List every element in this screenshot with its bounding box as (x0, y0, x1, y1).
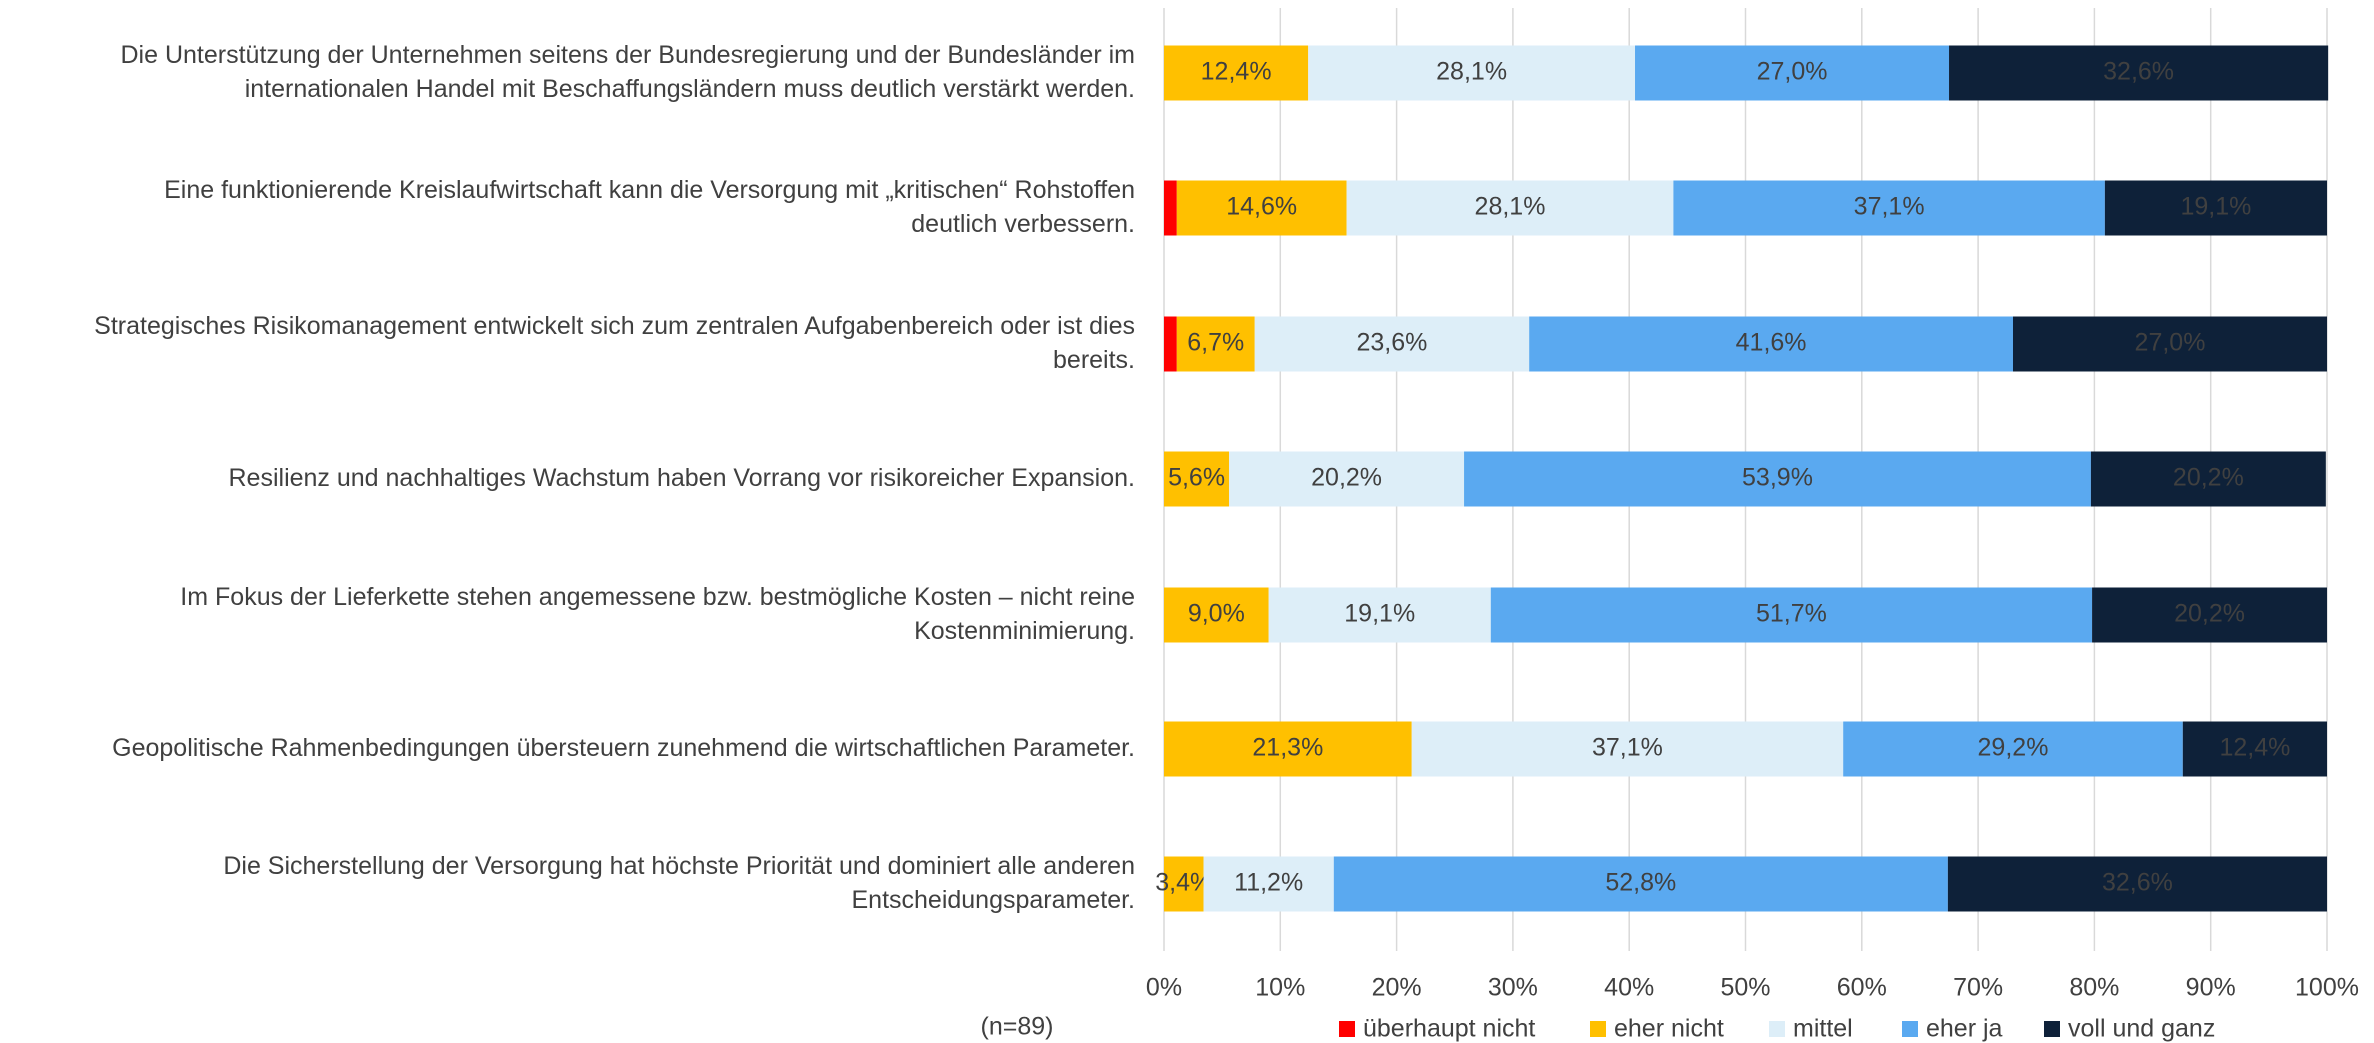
value-label: 6,7% (1187, 329, 1244, 357)
bar-segment (1164, 45, 1309, 101)
value-label: 23,6% (1357, 329, 1428, 357)
value-label: 53,9% (1742, 464, 1813, 492)
sample-note: (n=89) (981, 1013, 1054, 1041)
bar-segment (1464, 451, 2091, 507)
x-tick-label: 40% (1604, 974, 1654, 1002)
bar-segment (2090, 451, 2326, 507)
legend-label: voll und ganz (2068, 1015, 2215, 1043)
x-tick-label: 80% (2069, 974, 2119, 1002)
legend-swatch (1339, 1021, 1355, 1037)
value-label: 32,6% (2103, 58, 2174, 86)
x-tick-label: 0% (1146, 974, 1182, 1002)
legend-label: eher nicht (1614, 1015, 1724, 1043)
value-label: 9,0% (1188, 600, 1245, 628)
bar-segment (2104, 180, 2327, 236)
value-label: 51,7% (1756, 600, 1827, 628)
bar-segment (1947, 856, 2327, 912)
bar-segment (1164, 856, 1204, 912)
bar-segment (1229, 451, 1465, 507)
value-label: 3,4% (1155, 869, 1212, 897)
value-label: 20,2% (2173, 464, 2244, 492)
bar-segment (1164, 316, 1177, 372)
value-label: 41,6% (1736, 329, 1807, 357)
value-label: 20,2% (1311, 464, 1382, 492)
bar-segment (1268, 587, 1491, 643)
bar-segment (1529, 316, 2013, 372)
value-label: 12,4% (1201, 58, 1272, 86)
value-label: 29,2% (1978, 734, 2049, 762)
bar-segment (1203, 856, 1334, 912)
value-label: 19,1% (1344, 600, 1415, 628)
bar-segment (1254, 316, 1530, 372)
bar-segment (1346, 180, 1674, 236)
value-label: 20,2% (2174, 600, 2245, 628)
value-label: 27,0% (1757, 58, 1828, 86)
value-label: 11,2% (1234, 869, 1303, 897)
bar-segment (1843, 721, 2183, 777)
x-tick-label: 90% (2186, 974, 2236, 1002)
bar-segment (2182, 721, 2327, 777)
bar-segment (1333, 856, 1948, 912)
value-label: 52,8% (1605, 869, 1676, 897)
bar-segment (1176, 180, 1347, 236)
category-label: Eine funktionierende Kreislaufwirtschaft… (164, 176, 1135, 238)
x-tick-label: 30% (1488, 974, 1538, 1002)
legend-label: überhaupt nicht (1363, 1015, 1535, 1043)
category-label: Geopolitische Rahmenbedingungen übersteu… (112, 734, 1135, 762)
x-tick-label: 50% (1720, 974, 1770, 1002)
bar-segment (1164, 180, 1177, 236)
x-tick-label: 70% (1953, 974, 2003, 1002)
value-label: 27,0% (2135, 329, 2206, 357)
x-tick-label: 10% (1255, 974, 1305, 1002)
value-label: 37,1% (1854, 193, 1925, 221)
value-label: 12,4% (2219, 734, 2290, 762)
bar-segment (2012, 316, 2327, 372)
value-label: 21,3% (1252, 734, 1323, 762)
bar-segment (1635, 45, 1950, 101)
category-label: Resilienz und nachhaltiges Wachstum habe… (229, 464, 1136, 492)
legend-label: eher ja (1926, 1015, 2003, 1043)
value-label: 14,6% (1226, 193, 1297, 221)
bar-segment (1176, 316, 1255, 372)
value-label: 19,1% (2180, 193, 2251, 221)
bar-segment (1949, 45, 2329, 101)
value-label: 37,1% (1592, 734, 1663, 762)
category-label: Die Unterstützung der Unternehmen seiten… (121, 41, 1136, 103)
bar-segment (1490, 587, 2093, 643)
value-label: 5,6% (1168, 464, 1225, 492)
category-label: Im Fokus der Lieferkette stehen angemess… (180, 583, 1135, 645)
bar-segment (1411, 721, 1844, 777)
bar-segment (1164, 721, 1412, 777)
legend-swatch (1902, 1021, 1918, 1037)
bar-segment (1673, 180, 2105, 236)
category-label: Strategisches Risikomanagement entwickel… (94, 312, 1135, 374)
bar-segment (1164, 587, 1269, 643)
bar-segment (2092, 587, 2327, 643)
legend-swatch (1769, 1021, 1785, 1037)
legend-label: mittel (1793, 1015, 1853, 1043)
category-label: Die Sicherstellung der Versorgung hat hö… (223, 852, 1135, 914)
legend-swatch (1590, 1021, 1606, 1037)
value-label: 32,6% (2102, 869, 2173, 897)
bar-segment (1164, 451, 1230, 507)
legend-swatch (2044, 1021, 2060, 1037)
value-label: 28,1% (1436, 58, 1507, 86)
bar-segment (1308, 45, 1636, 101)
x-tick-label: 20% (1372, 974, 1422, 1002)
value-label: 28,1% (1475, 193, 1546, 221)
x-tick-label: 100% (2295, 974, 2359, 1002)
x-tick-label: 60% (1837, 974, 1887, 1002)
